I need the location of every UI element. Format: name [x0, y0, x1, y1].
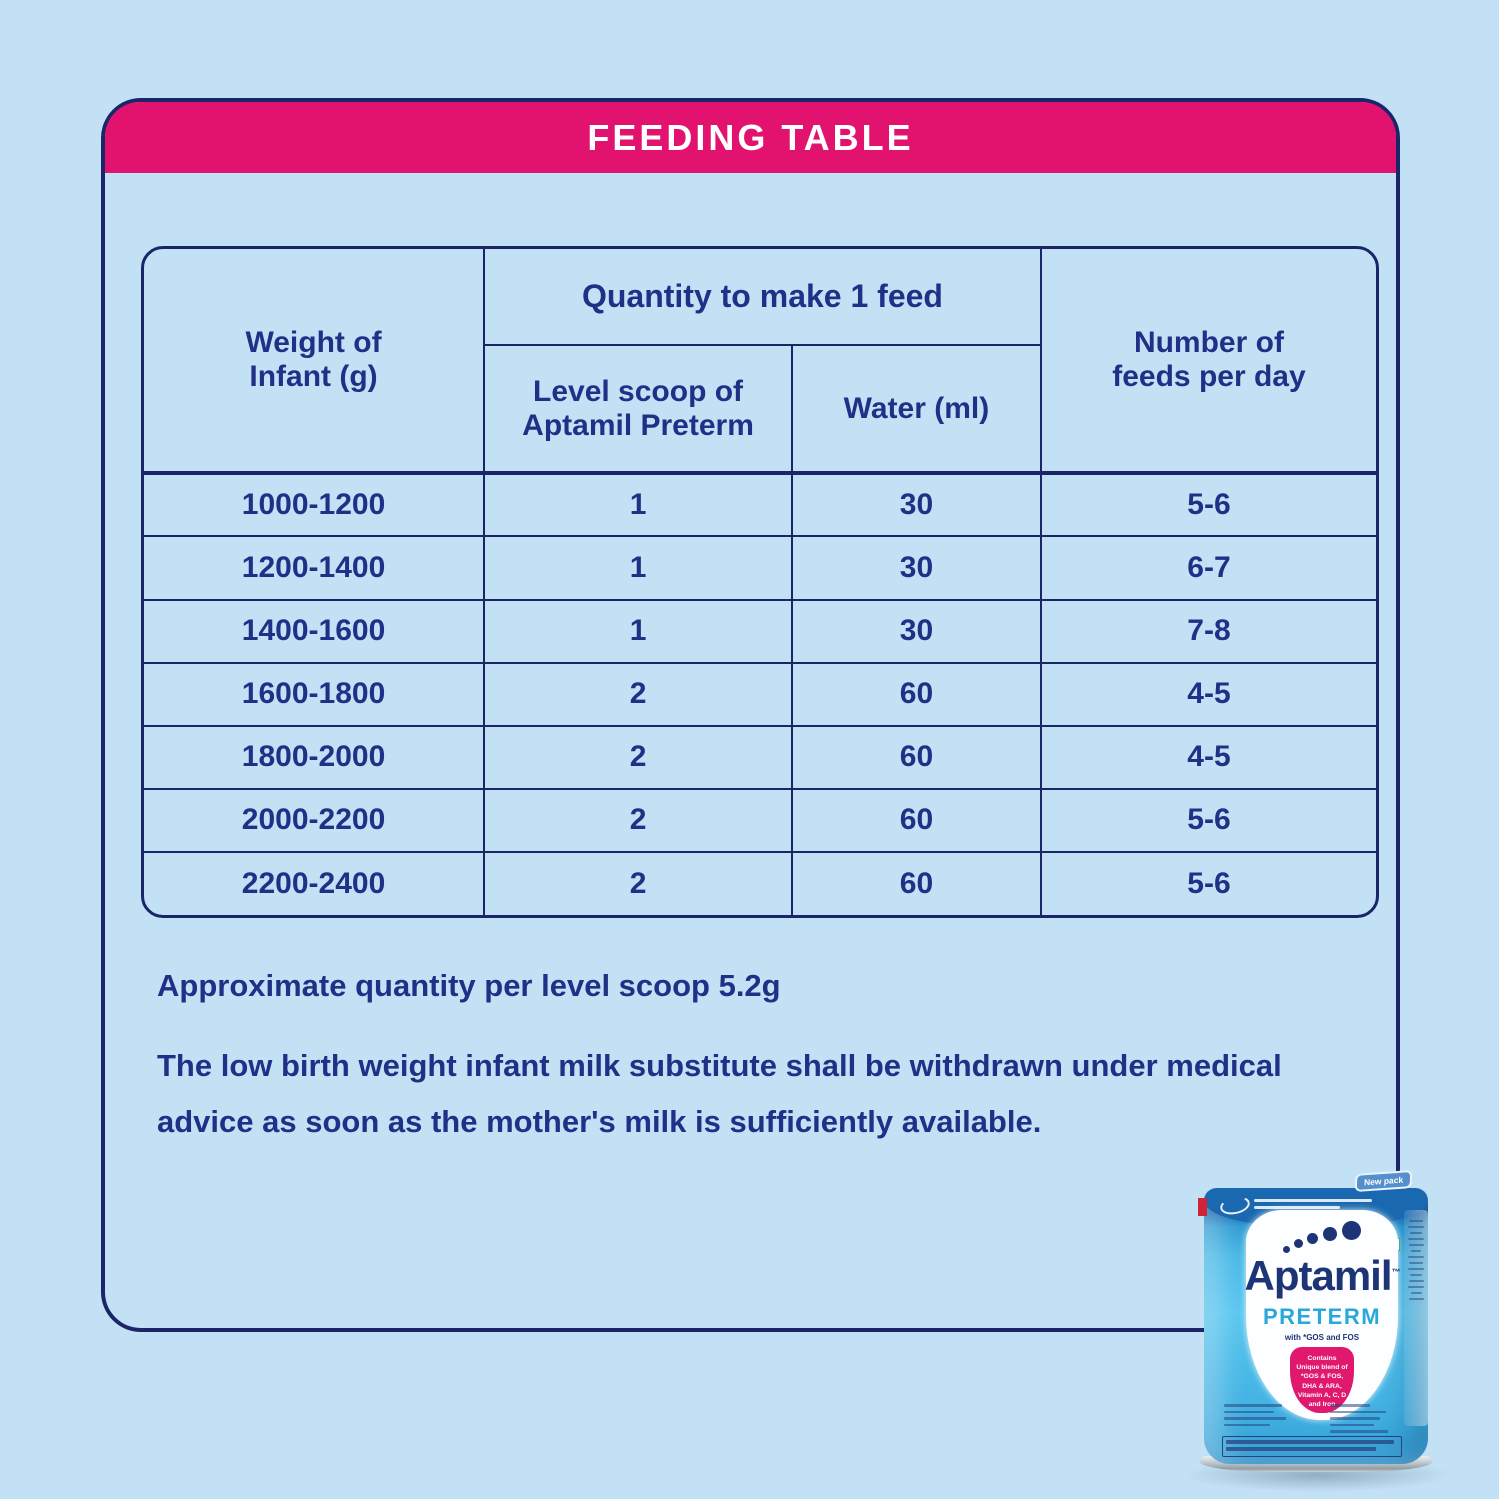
feeding-table-card: FEEDING TABLE Weight of Infant (g) Quant…	[101, 98, 1400, 1332]
red-edge-tab	[1198, 1198, 1207, 1216]
brand-shield-label: Aptamil™ PRETERM with *GOS and FOS Conta…	[1244, 1210, 1401, 1420]
cell-scoops: 1	[483, 598, 794, 664]
can-side-panel	[1404, 1210, 1428, 1426]
fine-print-line	[1254, 1199, 1372, 1202]
cell-water: 60	[791, 787, 1042, 853]
column-header-water: Water (ml)	[791, 344, 1042, 476]
cell-water: 60	[791, 850, 1042, 915]
cell-feeds: 5-6	[1039, 850, 1376, 915]
table-row: 2000-2200 2 60 5-6	[144, 787, 1376, 853]
cell-weight: 1800-2000	[144, 724, 486, 790]
cell-scoops: 1	[483, 535, 794, 601]
important-notice-box	[1222, 1436, 1402, 1457]
cell-weight: 2000-2200	[144, 787, 486, 853]
can-fine-print-left	[1224, 1404, 1290, 1430]
table-row: 1400-1600 1 30 7-8	[144, 598, 1376, 664]
cell-weight: 1200-1400	[144, 535, 486, 601]
nutricia-logo	[1218, 1194, 1252, 1217]
cell-scoops: 2	[483, 724, 794, 790]
column-header-level-scoop: Level scoop of Aptamil Preterm	[484, 344, 794, 476]
cell-feeds: 6-7	[1039, 535, 1376, 601]
table-row: 1000-1200 1 30 5-6	[144, 472, 1376, 538]
cell-weight: 1000-1200	[144, 472, 486, 538]
trademark-symbol: ™	[1391, 1267, 1401, 1277]
column-header-weight: Weight of Infant (g)	[144, 249, 486, 476]
cell-feeds: 7-8	[1039, 598, 1376, 664]
table-row: 2200-2400 2 60 5-6	[144, 850, 1376, 915]
cell-feeds: 4-5	[1039, 661, 1376, 727]
brand-name: Aptamil™	[1244, 1252, 1401, 1299]
variant-name: PRETERM	[1262, 1304, 1382, 1329]
column-header-quantity-group: Quantity to make 1 feed	[483, 249, 1042, 347]
cell-water: 30	[791, 598, 1042, 664]
variant-subline: with *GOS and FOS	[1284, 1333, 1360, 1342]
fine-print-line	[1254, 1206, 1340, 1209]
cell-water: 60	[791, 724, 1042, 790]
cell-feeds: 4-5	[1039, 724, 1376, 790]
page-title: FEEDING TABLE	[587, 116, 914, 158]
cell-scoops: 2	[483, 850, 794, 915]
table-row: 1800-2000 2 60 4-5	[144, 724, 1376, 790]
can-fine-print-right	[1330, 1404, 1396, 1437]
cell-feeds: 5-6	[1039, 472, 1376, 538]
cell-feeds: 5-6	[1039, 787, 1376, 853]
scoop-quantity-note: Approximate quantity per level scoop 5.2…	[157, 968, 781, 1003]
contains-badge: Contains Unique blend of *GOS & FOS, DHA…	[1290, 1347, 1354, 1413]
table-row: 1200-1400 1 30 6-7	[144, 535, 1376, 601]
product-can-image: New pack Aptamil™ PRETERM with *GOS and …	[1182, 1166, 1454, 1492]
aptamil-dots-icon	[1283, 1221, 1361, 1255]
cell-water: 30	[791, 535, 1042, 601]
cell-water: 30	[791, 472, 1042, 538]
card-header-banner: FEEDING TABLE	[105, 102, 1396, 173]
cell-water: 60	[791, 661, 1042, 727]
table-row: 1600-1800 2 60 4-5	[144, 661, 1376, 727]
cell-scoops: 1	[483, 472, 794, 538]
cell-scoops: 2	[483, 661, 794, 727]
cell-weight: 2200-2400	[144, 850, 486, 915]
feeding-table: Weight of Infant (g) Quantity to make 1 …	[141, 246, 1379, 918]
cell-weight: 1600-1800	[144, 661, 486, 727]
cell-weight: 1400-1600	[144, 598, 486, 664]
cell-scoops: 2	[483, 787, 794, 853]
column-header-feeds-per-day: Number of feeds per day	[1039, 249, 1376, 476]
withdrawal-advice-note: The low birth weight infant milk substit…	[157, 1048, 1282, 1139]
